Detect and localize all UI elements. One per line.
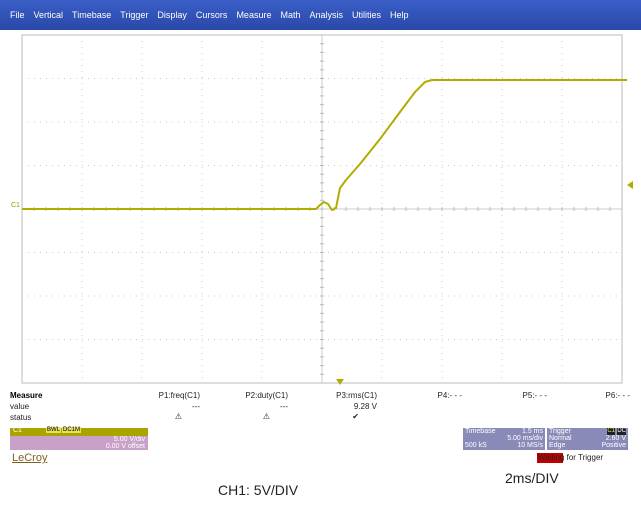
channel-scale: 5.00 V/div bbox=[113, 436, 145, 443]
row-label: value bbox=[10, 402, 30, 411]
menu-bar: File Vertical Timebase Trigger Display Cursor… bbox=[0, 0, 641, 30]
logo: LeCroy bbox=[12, 452, 48, 464]
waveform bbox=[22, 79, 627, 212]
menu-item[interactable]: Trigger bbox=[120, 10, 149, 20]
channel-marker: C1 bbox=[11, 202, 20, 209]
menu-item[interactable]: Cursors bbox=[195, 10, 228, 20]
trigger-status: Waiting for Trigger bbox=[538, 453, 604, 462]
measure-name: P3:rms(C1) bbox=[336, 391, 377, 400]
trigger-label: Trigger bbox=[549, 428, 571, 435]
menu-item[interactable]: Utilities bbox=[351, 10, 381, 20]
status-highlight bbox=[537, 453, 563, 463]
measure-column: P2:duty(C1) --- ⚠ bbox=[226, 391, 288, 421]
timebase-box: Timebase 1.5 ms 5.00 ms/div 500 kS 10 MS… bbox=[463, 428, 545, 450]
scope-display: C1 bbox=[11, 34, 633, 385]
menu-item[interactable]: Help bbox=[390, 10, 409, 20]
channel-offset: 0.00 V offset bbox=[105, 443, 145, 450]
measure-name: P1:freq(C1) bbox=[158, 391, 200, 400]
measure-value: --- bbox=[192, 402, 200, 411]
caption: CH1: 5V/DIV bbox=[218, 482, 299, 498]
measure-column: P3:rms(C1) 9.28 V ✔ bbox=[315, 391, 377, 421]
measure-name: P5:- - - bbox=[522, 391, 547, 400]
measure-value: 9.28 V bbox=[353, 402, 377, 411]
menu-item[interactable]: Measure bbox=[236, 10, 272, 20]
timebase-label: Timebase bbox=[465, 428, 496, 435]
menu-item[interactable]: Math bbox=[280, 10, 301, 20]
measure-column: P6:- - - bbox=[568, 391, 630, 400]
measure-name: P4:- - - bbox=[437, 391, 462, 400]
row-label: status bbox=[10, 413, 32, 422]
status-icon: ✔ bbox=[352, 412, 359, 421]
menu-item[interactable]: Timebase bbox=[72, 10, 112, 20]
badge: C1 bbox=[607, 428, 615, 436]
trigger-mode: Normal bbox=[549, 435, 572, 442]
measure-value: --- bbox=[280, 402, 288, 411]
channel-header: C1 BWL DC1M bbox=[10, 427, 148, 436]
menu-item[interactable]: Display bbox=[157, 10, 187, 20]
menu-item[interactable]: Analysis bbox=[309, 10, 343, 20]
measure-column: P5:- - - bbox=[485, 391, 547, 400]
status-icon: ⚠ bbox=[262, 412, 270, 421]
timebase-scale: 5.00 ms/div bbox=[507, 435, 543, 442]
measure-name: P6:- - - bbox=[605, 391, 630, 400]
trigger-position-marker bbox=[336, 379, 344, 385]
timebase-delay: 1.5 ms bbox=[521, 428, 543, 435]
trigger-box: Trigger C1 DC Normal 2.60 V Edge Positiv… bbox=[547, 428, 628, 450]
trigger-level-marker bbox=[627, 181, 633, 189]
badge: DC1M bbox=[62, 427, 82, 433]
status-icon: ⚠ bbox=[174, 412, 182, 421]
badge: DC bbox=[617, 428, 626, 436]
trigger-level: 2.60 V bbox=[605, 435, 626, 442]
caption: 2ms/DIV bbox=[505, 470, 559, 486]
timebase-samples: 500 kS bbox=[465, 442, 487, 449]
badge: BWL bbox=[46, 427, 62, 433]
measure-title: Measure bbox=[10, 391, 43, 400]
trigger-slope: Positive bbox=[601, 442, 626, 449]
channel-name: C1 bbox=[13, 427, 22, 434]
channel-box: C1 BWL DC1M 5.00 V/div 0.00 V offset bbox=[10, 427, 148, 450]
measure-name: P2:duty(C1) bbox=[245, 391, 288, 400]
menu-item[interactable]: File bbox=[10, 10, 25, 20]
measure-column: P1:freq(C1) --- ⚠ bbox=[138, 391, 200, 421]
timebase-rate: 10 MS/s bbox=[517, 442, 543, 449]
measure-column: P4:- - - bbox=[400, 391, 462, 400]
menu-item[interactable]: Vertical bbox=[33, 10, 64, 20]
trigger-type: Edge bbox=[549, 442, 566, 449]
